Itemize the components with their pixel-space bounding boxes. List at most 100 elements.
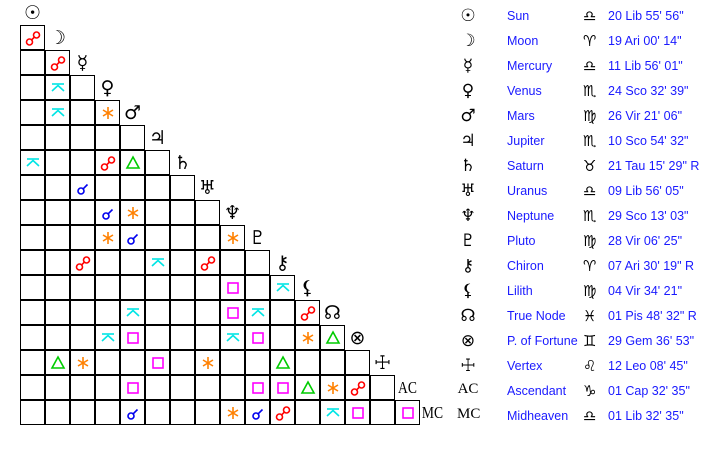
aspect-cell-jupiter-sun [20, 125, 45, 150]
aspect-cell-ascendant-mars [120, 375, 145, 400]
quincunx-icon [26, 158, 40, 167]
aspect-cell-vertex-lilith [295, 350, 320, 375]
planet-row-venus: ♀︎ Venus ♏︎ 24 Sco 32' 39" [455, 80, 705, 105]
chiron-glyph-icon: ⚷︎ [275, 251, 290, 274]
aspect-cell-chiron-neptune [220, 250, 245, 275]
planet-position: 29 Sco 13' 03" [608, 209, 689, 223]
aspect-cell-lilith-venus [95, 275, 120, 300]
aspect-cell-ascendant-jupiter [145, 375, 170, 400]
planet-row-vertex: ☩︎ Vertex ♌︎ 12 Leo 08' 45" [455, 355, 705, 380]
quincunx-icon [251, 308, 265, 317]
aspect-cell-pluto-sun [20, 225, 45, 250]
square-icon [127, 382, 139, 394]
aspect-cell-ascendant-sun [20, 375, 45, 400]
aspect-cell-true-node-mars [120, 300, 145, 325]
aspect-cell-vertex-mars [120, 350, 145, 375]
aspect-cell-p-of-fortune-lilith [295, 325, 320, 350]
planet-position: 07 Ari 30' 19" R [608, 259, 695, 273]
jupiter-icon: ♃︎ [460, 131, 476, 151]
aspect-cell-pluto-neptune [220, 225, 245, 250]
planet-row-moon: ☽︎ Moon ♈︎ 19 Ari 00' 14" [455, 30, 705, 55]
saturn-glyph-icon: ♄︎ [173, 151, 192, 174]
planet-position: 28 Vir 06' 25" [608, 234, 683, 248]
planet-name: Saturn [507, 159, 544, 173]
aspect-cell-lilith-moon [45, 275, 70, 300]
aspect-cell-p-of-fortune-saturn [170, 325, 195, 350]
aspect-cell-true-node-venus [95, 300, 120, 325]
mars-icon: ♂︎ [460, 106, 476, 126]
aspect-cell-true-node-mercury [70, 300, 95, 325]
lilith-icon: ⚸︎ [461, 281, 475, 301]
aspect-cell-ascendant-mercury [70, 375, 95, 400]
opposition-icon [75, 256, 91, 271]
planet-row-p-of-fortune: ⊗︎ P. of Fortune ♊︎ 29 Gem 36' 53" [455, 330, 705, 355]
true-node-icon: ☊︎ [460, 306, 476, 326]
square-icon [152, 357, 164, 369]
planet-name: True Node [507, 309, 566, 323]
aspect-cell-pluto-jupiter [145, 225, 170, 250]
zodiac-sign-icon: ♈︎ [583, 257, 597, 275]
aspect-cell-midheaven-sun [20, 400, 45, 425]
aspect-cell-saturn-moon [45, 150, 70, 175]
aspect-cell-true-node-jupiter [145, 300, 170, 325]
planet-name: Moon [507, 34, 539, 48]
zodiac-sign-icon: ♎︎ [583, 182, 597, 200]
moon-icon: ☽︎ [460, 31, 476, 51]
aspect-cell-true-node-neptune [220, 300, 245, 325]
aspect-cell-p-of-fortune-neptune [220, 325, 245, 350]
planet-position: 21 Tau 15' 29" R [608, 159, 700, 173]
mars-glyph-icon: ♂︎ [123, 101, 142, 124]
venus-icon: ♀︎ [461, 81, 475, 101]
neptune-icon: ♆︎ [460, 206, 476, 226]
zodiac-sign-icon: ♎︎ [583, 57, 597, 75]
aspect-cell-chiron-saturn [170, 250, 195, 275]
square-icon [277, 382, 289, 394]
planet-position: 04 Vir 34' 21" [608, 284, 683, 298]
planet-row-midheaven: MC Midheaven ♎︎ 01 Lib 32' 35" [455, 405, 705, 430]
planet-name: Vertex [507, 359, 543, 373]
planet-position: 24 Sco 32' 39" [608, 84, 689, 98]
aspect-cell-p-of-fortune-venus [95, 325, 120, 350]
zodiac-sign-icon: ♍︎ [583, 107, 597, 125]
sextile-icon [102, 232, 114, 244]
sextile-icon [227, 232, 239, 244]
vertex-icon: ☩︎ [460, 356, 476, 376]
aspect-cell-pluto-saturn [170, 225, 195, 250]
aspect-cell-neptune-venus [95, 200, 120, 225]
aspect-cell-uranus-venus [95, 175, 120, 200]
aspect-cell-ascendant-venus [95, 375, 120, 400]
aspect-cell-vertex-jupiter [145, 350, 170, 375]
aspect-cell-p-of-fortune-moon [45, 325, 70, 350]
aspect-cell-neptune-mars [120, 200, 145, 225]
aspect-cell-lilith-sun [20, 275, 45, 300]
uranus-icon: ♅︎ [460, 181, 476, 201]
planet-position: 09 Lib 56' 05" [608, 184, 684, 198]
planet-row-sun: ☉︎ Sun ♎︎ 20 Lib 55' 56" [455, 5, 705, 30]
aspect-cell-ascendant-true-node [320, 375, 345, 400]
square-icon [252, 382, 264, 394]
aspect-cell-saturn-sun [20, 150, 45, 175]
planet-position: 01 Lib 32' 35" [608, 409, 684, 423]
aspect-cell-ascendant-saturn [170, 375, 195, 400]
aspect-cell-midheaven-pluto [245, 400, 270, 425]
square-icon [227, 307, 239, 319]
aspect-cell-mars-sun [20, 100, 45, 125]
aspect-cell-lilith-jupiter [145, 275, 170, 300]
aspect-cell-vertex-neptune [220, 350, 245, 375]
aspect-cell-true-node-chiron [270, 300, 295, 325]
quincunx-icon [151, 258, 165, 267]
aspect-cell-vertex-saturn [170, 350, 195, 375]
planet-name: Sun [507, 9, 530, 23]
venus-glyph-icon: ♀︎ [100, 76, 115, 99]
conjunction-icon [252, 408, 264, 420]
aspect-cell-vertex-venus [95, 350, 120, 375]
aspect-cell-saturn-mercury [70, 150, 95, 175]
aspect-cell-true-node-moon [45, 300, 70, 325]
opposition-icon [100, 156, 116, 171]
aspect-cell-p-of-fortune-chiron [270, 325, 295, 350]
aspect-cell-vertex-uranus [195, 350, 220, 375]
planet-position: 10 Sco 54' 32" [608, 134, 689, 148]
planet-position: 01 Pis 48' 32" R [608, 309, 697, 323]
zodiac-sign-icon: ♈︎ [583, 32, 597, 50]
sextile-icon [77, 357, 89, 369]
